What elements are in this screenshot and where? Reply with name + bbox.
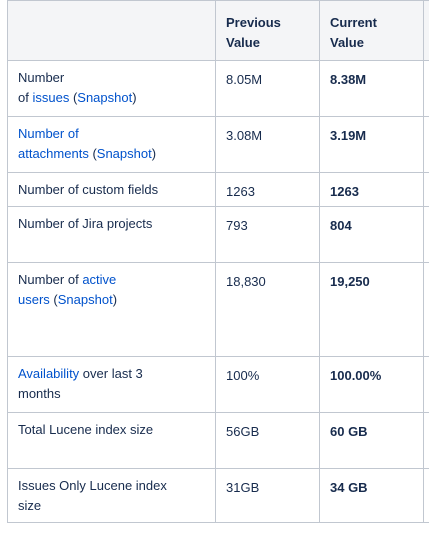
metric-text: Number <box>18 70 65 85</box>
metric-text: Issues Only Lucene index <box>18 478 167 493</box>
metric-link[interactable]: users <box>18 292 50 307</box>
current-value-cell: 1263 <box>319 172 424 207</box>
metric-link[interactable]: Availability <box>18 366 80 381</box>
current-value-cell: 34 GB <box>319 468 424 523</box>
header-current-value: Current Value <box>319 0 424 61</box>
extra-cell <box>423 468 429 523</box>
table-row: Number of custom fields 1263 1263 <box>7 172 429 207</box>
header-extra <box>423 0 429 61</box>
previous-value-cell: 31GB <box>215 468 320 523</box>
metric-link[interactable]: active <box>82 272 117 287</box>
current-value-cell: 19,250 <box>319 262 424 357</box>
table-row: Availability over last 3 months 100% 100.00… <box>7 356 429 413</box>
previous-value-cell: 1263 <box>215 172 320 207</box>
metric-text: Total Lucene index size <box>18 422 154 437</box>
extra-cell <box>423 412 429 469</box>
metric-link[interactable]: Snapshot <box>57 292 113 307</box>
metric-link[interactable]: issues <box>32 90 70 105</box>
table-row: Number of Jira projects 793 804 <box>7 206 429 263</box>
metric-cell: Number of custom fields <box>7 172 216 207</box>
metric-cell: Number of issues (Snapshot) <box>7 60 216 117</box>
table-header-row: Previous Value Current Value <box>7 0 429 61</box>
current-value-cell: 3.19M <box>319 116 424 173</box>
metric-text: Number of <box>18 272 83 287</box>
current-value-cell: 60 GB <box>319 412 424 469</box>
metric-cell: Total Lucene index size <box>7 412 216 469</box>
table-row: Number of issues (Snapshot) 8.05M 8.38M <box>7 60 429 117</box>
comparison-table-container: Previous Value Current Value Number of is… <box>7 0 429 523</box>
metric-text: months <box>18 386 61 401</box>
metric-link[interactable]: Snapshot <box>77 90 133 105</box>
metric-text: ( <box>49 292 58 307</box>
metric-link[interactable]: Number of <box>18 126 79 141</box>
metric-cell: Number of attachments (Snapshot) <box>7 116 216 173</box>
current-value-cell: 804 <box>319 206 424 263</box>
header-previous-value: Previous Value <box>215 0 320 61</box>
current-value-cell: 8.38M <box>319 60 424 117</box>
extra-cell <box>423 172 429 207</box>
metric-cell: Number of Jira projects <box>7 206 216 263</box>
extra-cell <box>423 116 429 173</box>
extra-cell <box>423 262 429 357</box>
metrics-comparison-table: Previous Value Current Value Number of is… <box>7 0 429 523</box>
metric-cell: Issues Only Lucene index size <box>7 468 216 523</box>
metric-cell: Number of active users (Snapshot) <box>7 262 216 357</box>
extra-cell <box>423 356 429 413</box>
previous-value-cell: 793 <box>215 206 320 263</box>
metric-text: ( <box>69 90 78 105</box>
previous-value-cell: 18,830 <box>215 262 320 357</box>
table-row: Total Lucene index size 56GB 60 GB <box>7 412 429 469</box>
metric-text: ) <box>112 292 118 307</box>
previous-value-cell: 8.05M <box>215 60 320 117</box>
previous-value-cell: 100% <box>215 356 320 413</box>
header-metric <box>7 0 216 61</box>
metric-link[interactable]: Snapshot <box>96 146 152 161</box>
metric-text: of <box>18 90 33 105</box>
metric-text: ) <box>132 90 137 105</box>
table-row: Number of active users (Snapshot) 18,830 19… <box>7 262 429 357</box>
metric-text: Number of Jira projects <box>18 216 153 231</box>
metric-text: Number of custom fields <box>18 182 159 197</box>
previous-value-cell: 56GB <box>215 412 320 469</box>
previous-value-cell: 3.08M <box>215 116 320 173</box>
extra-cell <box>423 206 429 263</box>
current-value-cell: 100.00% <box>319 356 424 413</box>
metric-cell: Availability over last 3 months <box>7 356 216 413</box>
metric-text: ( <box>88 146 97 161</box>
table-row: Number of attachments (Snapshot) 3.08M 3.19… <box>7 116 429 173</box>
metric-text: over last 3 <box>79 366 143 381</box>
extra-cell <box>423 60 429 117</box>
metric-text: size <box>18 498 42 513</box>
table-body: Number of issues (Snapshot) 8.05M 8.38M Numb… <box>7 60 429 523</box>
metric-link[interactable]: attachments <box>18 146 89 161</box>
table-row: Issues Only Lucene index size 31GB 34 GB <box>7 468 429 523</box>
metric-text: ) <box>151 146 157 161</box>
